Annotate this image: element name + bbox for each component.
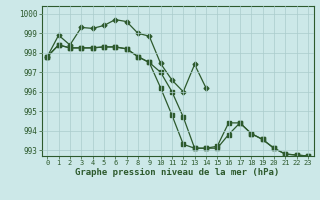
X-axis label: Graphe pression niveau de la mer (hPa): Graphe pression niveau de la mer (hPa) — [76, 168, 280, 177]
